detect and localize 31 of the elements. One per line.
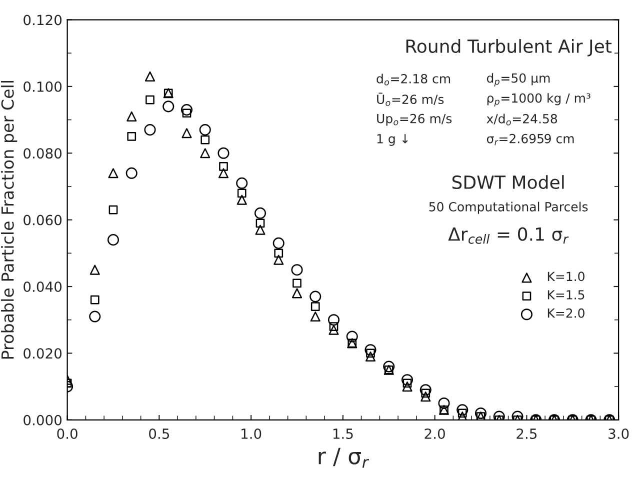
- annotation: Δr$_{cell}$ = 0.1 σ$_{r}$: [448, 227, 569, 244]
- y-tick-label: 0.020: [24, 348, 62, 359]
- legend-label: K=1.5: [548, 290, 584, 300]
- y-tick-label: 0.120: [24, 14, 62, 26]
- y-tick-label: 0.100: [24, 81, 62, 92]
- annotation: Up$_{o}$=26 m/s: [377, 114, 452, 126]
- annotation: 50 Computational Parcels: [429, 202, 588, 214]
- annotation: σ$_{r}$=2.6959 cm: [486, 134, 574, 146]
- x-axis-title: r / σ$_{r}$: [318, 448, 370, 468]
- y-tick-label: 0.080: [24, 148, 62, 159]
- x-tick-label: 3.0: [608, 428, 629, 439]
- x-tick-label: 0.0: [57, 428, 78, 439]
- y-tick-label: 0.060: [24, 214, 62, 226]
- annotation: Ū$_{o}$=26 m/s: [377, 92, 444, 106]
- annotation: d$_{o}$=2.18 cm: [376, 74, 450, 86]
- x-tick-label: 2.5: [516, 428, 537, 439]
- legend-label: K=1.0: [548, 272, 584, 282]
- x-tick-label: 2.0: [424, 428, 445, 439]
- annotation: SDWT Model: [452, 175, 564, 190]
- legend-label: K=2.0: [548, 308, 584, 318]
- annotation: 1 g ↓: [377, 134, 408, 146]
- annotation: ρ$_{p}$=1000 kg / m³: [487, 93, 590, 106]
- annotation: x/d$_{o}$=24.58: [486, 114, 558, 126]
- y-tick-label: 0.040: [24, 281, 62, 292]
- x-tick-label: 1.5: [333, 428, 353, 439]
- y-tick-label: 0.000: [24, 414, 62, 426]
- x-tick-label: 1.0: [242, 428, 262, 439]
- annotation: Round Turbulent Air Jet: [406, 39, 612, 56]
- y-axis-title: Probable Particle Fraction per Cell: [0, 80, 18, 359]
- x-tick-label: 0.5: [149, 428, 170, 439]
- annotation: d$_{p}$=50 μm: [486, 73, 550, 86]
